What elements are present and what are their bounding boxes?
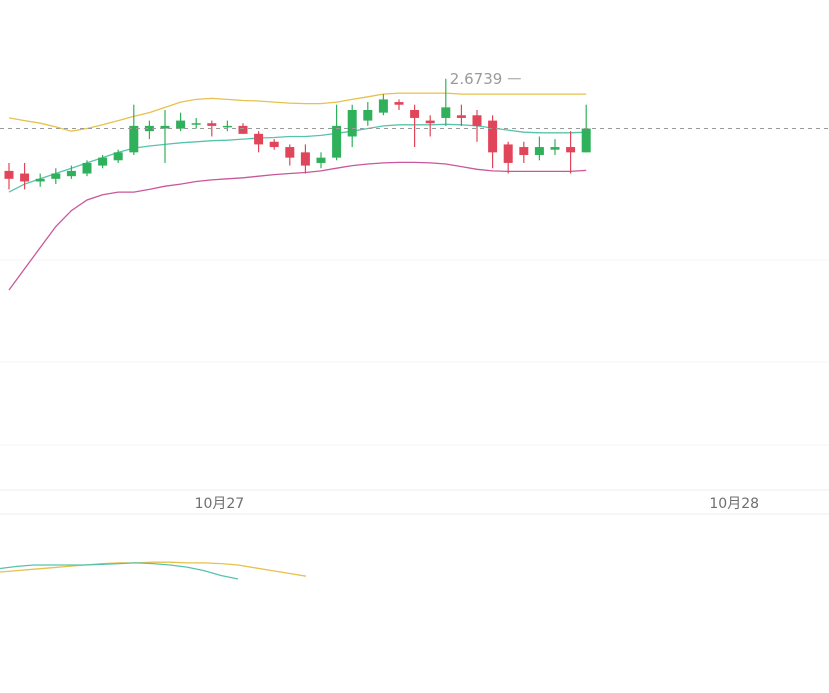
- candle-body: [51, 173, 61, 179]
- candle-body: [222, 125, 232, 128]
- grid-lines: [0, 259, 829, 446]
- x-tick-label: 10月27: [195, 496, 245, 512]
- candle: [394, 99, 404, 110]
- candle-body: [35, 178, 45, 182]
- candle: [503, 141, 513, 174]
- candle-body: [238, 125, 248, 134]
- candle-body: [254, 133, 264, 145]
- candle-body: [347, 110, 357, 137]
- candle: [82, 160, 92, 177]
- candle-body: [378, 99, 388, 113]
- candle: [4, 162, 14, 190]
- candle-body: [269, 141, 279, 148]
- candle: [550, 139, 560, 155]
- candle-body: [519, 147, 529, 155]
- candle: [35, 173, 45, 187]
- candle: [222, 120, 232, 132]
- candle: [347, 104, 357, 148]
- candle: [176, 112, 186, 132]
- candle-body: [285, 147, 295, 158]
- candle-body: [144, 125, 154, 132]
- candle: [191, 117, 201, 129]
- candle-body: [4, 170, 14, 179]
- candle: [98, 155, 108, 169]
- candle: [488, 115, 498, 169]
- candle: [472, 110, 482, 142]
- indicator-subpane: [0, 561, 307, 580]
- candle-body: [160, 125, 170, 129]
- candle-body: [456, 115, 466, 118]
- candle: [113, 149, 123, 163]
- candle-body: [176, 120, 186, 129]
- subpane-series-line: [0, 562, 239, 580]
- candle: [300, 144, 310, 174]
- upper-band-line: [8, 92, 587, 132]
- candle-body: [82, 162, 92, 174]
- candle: [456, 104, 466, 126]
- middle-band-line: [8, 123, 587, 193]
- candle-body: [550, 147, 560, 150]
- candle-body: [113, 152, 123, 161]
- candle-body: [566, 147, 576, 153]
- x-tick-label: 10月28: [709, 496, 759, 512]
- candle-body: [472, 115, 482, 126]
- subpane-series-line: [0, 561, 307, 577]
- candle-body: [300, 152, 310, 166]
- candle-body: [394, 102, 404, 105]
- candle: [410, 104, 420, 148]
- candle-body: [410, 110, 420, 118]
- candle: [144, 120, 154, 140]
- candle: [269, 139, 279, 150]
- max-price-label: 2.6739: [450, 70, 503, 88]
- candle: [425, 115, 435, 137]
- candle: [160, 110, 170, 163]
- candle-body: [441, 107, 451, 118]
- candle: [534, 136, 544, 161]
- candle-body: [207, 123, 217, 126]
- candle: [566, 131, 576, 174]
- candle-body: [98, 157, 108, 166]
- candle-body: [191, 123, 201, 125]
- candle: [66, 165, 76, 179]
- candle: [332, 104, 342, 161]
- candle: [51, 168, 61, 185]
- candle: [20, 162, 30, 190]
- candle: [363, 102, 373, 126]
- candle: [441, 78, 451, 126]
- candle: [378, 94, 388, 116]
- candle: [254, 131, 264, 153]
- candle-body: [534, 147, 544, 155]
- max-price-marker: 2.6739: [450, 70, 521, 88]
- candle: [519, 141, 529, 163]
- candle: [316, 152, 326, 169]
- candle-body: [581, 128, 591, 153]
- candles: [4, 78, 591, 190]
- candle-body: [363, 110, 373, 121]
- candle-body: [425, 120, 435, 124]
- candle: [129, 104, 139, 155]
- candle-body: [129, 125, 139, 153]
- candle-body: [66, 170, 76, 177]
- lower-band-line: [8, 161, 587, 291]
- candle-body: [488, 120, 498, 153]
- candle-body: [316, 157, 326, 163]
- candle-body: [20, 173, 30, 182]
- candle-body: [332, 125, 342, 158]
- candle: [285, 144, 295, 166]
- candle-body: [503, 144, 513, 163]
